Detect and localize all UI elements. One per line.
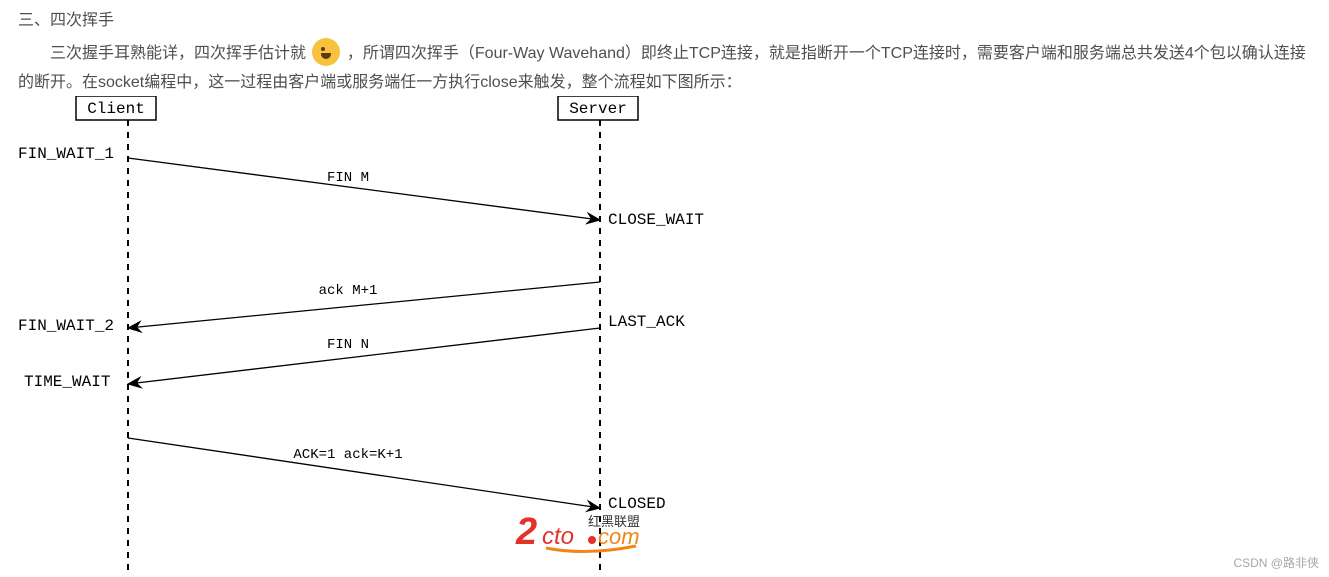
state-close-wait: CLOSE_WAIT [608, 211, 704, 229]
sequence-diagram: Client Server FIN M ack M+1 FIN N ACK=1 … [18, 96, 718, 572]
state-fin-wait-1: FIN_WAIT_1 [18, 145, 114, 163]
svg-text:cto: cto [542, 523, 574, 550]
msg-fin-m-label: FIN M [327, 170, 369, 186]
state-closed: CLOSED [608, 495, 666, 513]
msg-fin-m [128, 158, 600, 220]
para-part1: 三次握手耳熟能详，四次挥手估计就 [50, 45, 310, 62]
state-time-wait: TIME_WAIT [24, 373, 110, 391]
server-label: Server [569, 100, 627, 118]
client-label: Client [87, 100, 145, 118]
csdn-watermark: CSDN @路非侠 [1233, 554, 1319, 571]
msg-ack-k1-label: ACK=1 ack=K+1 [293, 447, 402, 463]
msg-fin-n-label: FIN N [327, 337, 369, 353]
state-last-ack: LAST_ACK [608, 313, 685, 331]
logo-2cto-icon: 2 cto 红黑联盟 com [515, 511, 640, 553]
section-heading: 三、四次挥手 [18, 6, 114, 30]
svg-text:2: 2 [515, 511, 537, 553]
msg-ack-m1-label: ack M+1 [319, 283, 378, 299]
state-fin-wait-2: FIN_WAIT_2 [18, 317, 114, 335]
grin-emoji-icon [312, 38, 340, 66]
intro-paragraph: 三次握手耳熟能详，四次挥手估计就 ，所谓四次挥手（Four-Way Waveha… [18, 38, 1318, 96]
